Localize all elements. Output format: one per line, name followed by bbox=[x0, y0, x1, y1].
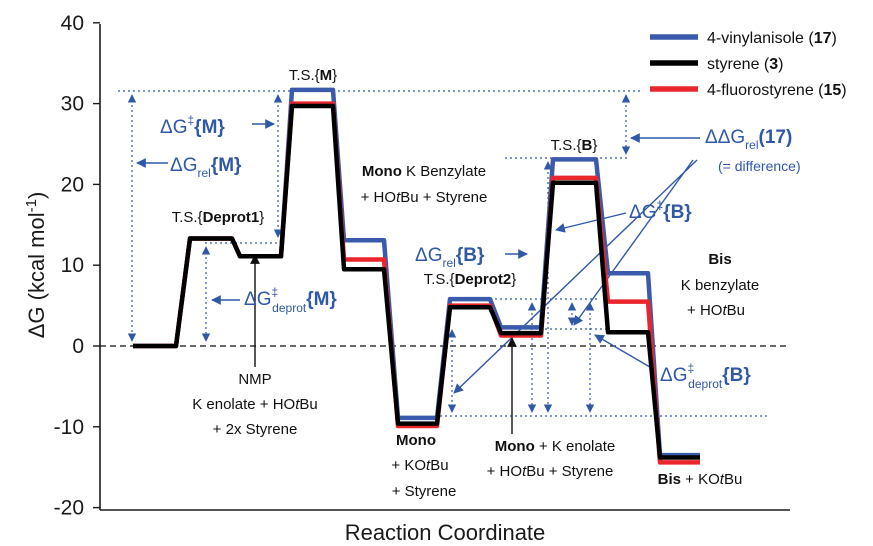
y-tick-label: 30 bbox=[61, 93, 84, 116]
black-pointers bbox=[250, 254, 517, 434]
y-tick-label: -20 bbox=[54, 497, 84, 520]
pointer-dg-b bbox=[555, 212, 627, 233]
y-tick-label: 40 bbox=[61, 12, 84, 35]
label-mono-2: + KOtBu bbox=[391, 457, 448, 474]
annot-dgrel-m: ΔGrel{M} bbox=[170, 155, 242, 180]
profile-styrene bbox=[133, 103, 700, 460]
annot-ddg-note: (= difference) bbox=[718, 158, 801, 174]
y-tick-label: 20 bbox=[61, 173, 84, 196]
label-ts-deprot1: T.S.{Deprot1} bbox=[172, 209, 265, 226]
label-nmp-1: NMP bbox=[238, 371, 271, 388]
pointer-ddg-2 bbox=[573, 159, 694, 326]
label-bis-3: + HOtBu bbox=[687, 302, 745, 319]
label-mono-benz-2: + HOtBu + Styrene bbox=[361, 189, 488, 206]
label-ts-m: T.S.{M} bbox=[289, 67, 337, 84]
annot-dg-m: ΔG‡{M} bbox=[160, 113, 225, 138]
label-bis-1: Bis bbox=[708, 251, 731, 268]
annot-dgrel-b: ΔGrel{B} bbox=[415, 245, 485, 270]
pointer-arrows bbox=[136, 119, 700, 394]
label-bis-final: Bis + KOtBu bbox=[658, 471, 743, 488]
pointer-dgdep-b bbox=[594, 334, 656, 371]
annot-ddg: ΔΔGrel(17) bbox=[705, 127, 792, 152]
legend-label: styrene (3) bbox=[707, 56, 783, 73]
y-ticks: -20 -10 0 10 20 30 40 bbox=[54, 12, 100, 520]
x-axis-title: Reaction Coordinate bbox=[345, 520, 546, 545]
label-mono-3: + Styrene bbox=[392, 483, 457, 500]
y-axis-title: ΔG (kcal mol-1) bbox=[23, 192, 49, 339]
legend-label: 4-vinylanisole (17) bbox=[707, 30, 837, 47]
y-tick-label: -10 bbox=[54, 416, 84, 439]
y-tick-label: 10 bbox=[61, 254, 84, 277]
label-mono-1: Mono bbox=[396, 432, 436, 449]
y-tick-label: 0 bbox=[72, 335, 84, 358]
axes bbox=[99, 24, 790, 511]
label-mono-enol-2: + HOtBu + Styrene bbox=[487, 463, 614, 480]
energy-annotations: ΔG‡{M} ΔGrel{M} ΔG‡ deprot{M} ΔGrel{B} ΔG… bbox=[160, 113, 801, 391]
pointer-ddg-3 bbox=[453, 159, 698, 394]
label-nmp-3: + 2x Styrene bbox=[213, 421, 298, 438]
label-ts-deprot2: T.S.{Deprot2} bbox=[424, 271, 517, 288]
label-bis-2: K benzylate bbox=[681, 277, 759, 294]
label-ts-b: T.S.{B} bbox=[551, 137, 598, 154]
label-mono-benz-1: Mono K Benzylate bbox=[362, 163, 486, 180]
annot-dg-b: ΔG‡{B} bbox=[629, 198, 692, 223]
state-labels: T.S.{Deprot1} T.S.{M} T.S.{Deprot2} T.S.… bbox=[172, 67, 759, 500]
legend-label: 4-fluorostyrene (15) bbox=[707, 82, 847, 99]
legend: 4-vinylanisole (17) styrene (3) 4-fluorost… bbox=[650, 30, 847, 99]
annot-dgdep-b: ΔG‡ deprot{B} bbox=[660, 361, 751, 391]
label-nmp-2: K enolate + HOtBu bbox=[192, 396, 318, 413]
energy-profiles bbox=[133, 87, 700, 465]
annot-dgdep-m: ΔG‡ deprot{M} bbox=[244, 285, 337, 315]
label-mono-enol-1: Mono + K enolate bbox=[495, 438, 615, 455]
